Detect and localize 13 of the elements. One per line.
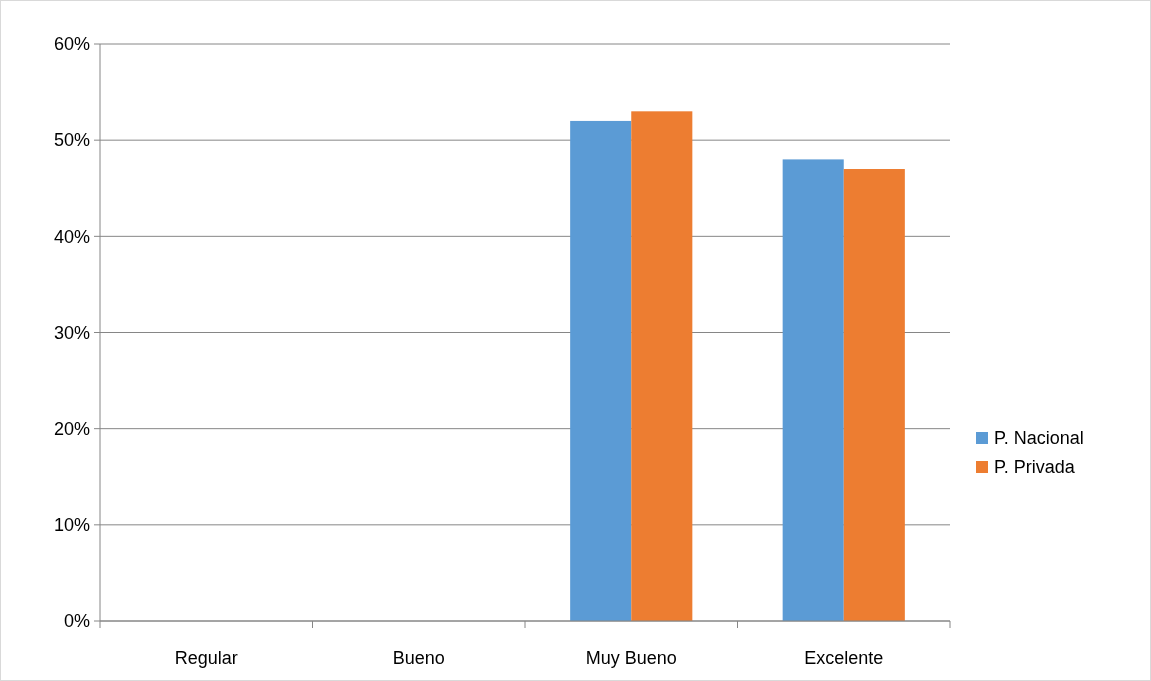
y-tick-label: 20% [53, 418, 90, 439]
x-tick-label: Regular [174, 648, 238, 668]
x-tick-label: Muy Bueno [585, 648, 677, 668]
legend-label: P. Privada [994, 457, 1076, 478]
y-tick-label: 40% [53, 226, 90, 247]
x-tick-label: Excelente [804, 648, 884, 668]
y-tick-label: 30% [53, 322, 90, 343]
x-tick-label: Bueno [392, 648, 445, 668]
y-tick-label: 60% [53, 34, 90, 55]
y-tick-label: 0% [63, 611, 90, 632]
y-tick-label: 10% [53, 515, 90, 536]
y-tick-label: 50% [53, 130, 90, 151]
legend-label: P. Nacional [994, 428, 1084, 449]
